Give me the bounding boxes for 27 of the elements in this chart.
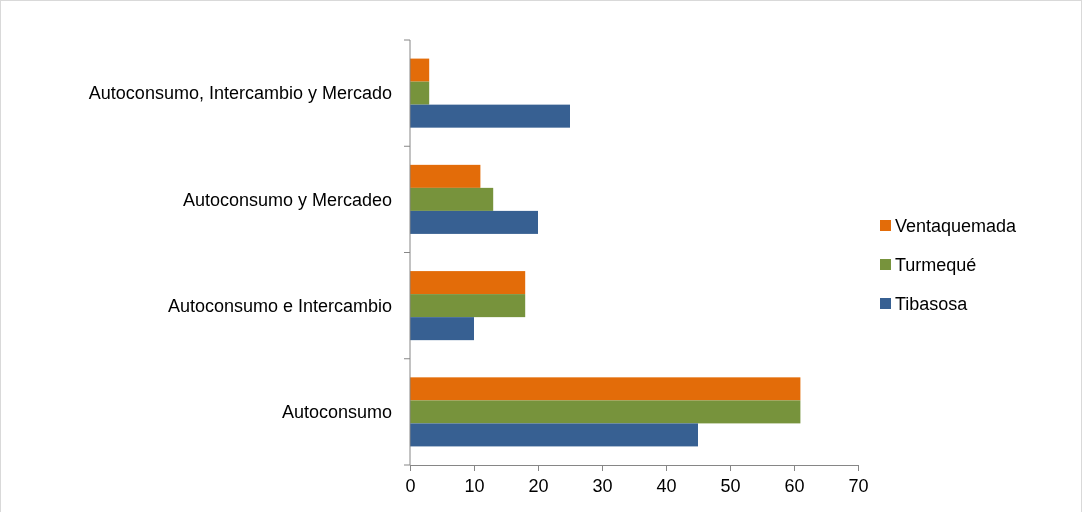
x-tick-label: 30: [592, 476, 613, 496]
y-tick-label: Autoconsumo e Intercambio: [167, 295, 392, 316]
bar: [410, 317, 474, 341]
x-tick-label: 60: [784, 476, 805, 496]
x-tick-label: 20: [528, 476, 549, 496]
bar: [410, 81, 430, 105]
legend-label: Ventaquemada: [895, 216, 1018, 237]
bar: [410, 423, 698, 447]
bar: [410, 210, 538, 234]
bar: [410, 377, 801, 401]
bar: [410, 271, 526, 295]
bar: [410, 294, 526, 318]
x-tick-label: 0: [405, 476, 416, 496]
bar: [410, 164, 481, 188]
bar: [410, 400, 801, 424]
x-tick-label: 70: [848, 476, 869, 496]
x-tick-label: 10: [464, 476, 485, 496]
bar: [410, 187, 494, 211]
bar: [410, 58, 430, 82]
x-tick-label: 50: [720, 476, 741, 496]
y-tick-label: Autoconsumo y Mercadeo: [182, 189, 392, 210]
legend-label: Tibasosa: [895, 294, 969, 315]
y-tick-label: Autoconsumo: [281, 402, 392, 423]
legend-label: Turmequé: [895, 255, 977, 276]
x-tick-label: 40: [656, 476, 677, 496]
y-tick-label: Autoconsumo, Intercambio y Mercado: [88, 83, 392, 104]
bar: [410, 104, 570, 128]
